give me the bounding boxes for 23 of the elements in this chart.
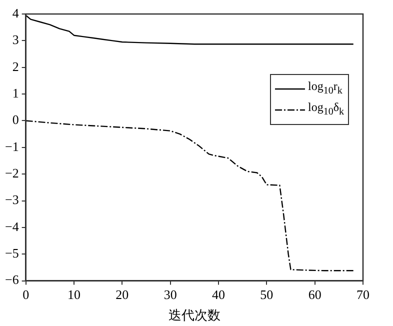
y-tick-label: 4 — [12, 5, 20, 20]
y-tick-label: 2 — [12, 58, 19, 74]
y-tick-label: 1 — [12, 85, 19, 100]
y-tick-label: −4 — [4, 218, 20, 234]
y-tick-label: 3 — [12, 32, 19, 48]
x-tick-label: 20 — [116, 287, 129, 302]
x-tick-label: 70 — [356, 287, 370, 302]
x-axis-title: 迭代次数 — [168, 308, 220, 323]
y-tick-label: 0 — [12, 112, 19, 128]
x-tick-label: 30 — [164, 287, 177, 302]
y-tick-label: −6 — [4, 272, 20, 288]
line-series — [26, 120, 354, 272]
x-tick-label: 10 — [68, 287, 80, 302]
x-tick-label: 50 — [260, 287, 274, 302]
y-tick-label: −3 — [4, 192, 19, 208]
y-tick-label: −2 — [4, 166, 19, 180]
y-tick-label: −1 — [4, 138, 19, 154]
y-tick-label: −5 — [4, 246, 19, 261]
x-tick-label: 60 — [308, 287, 322, 302]
x-tick-label: 0 — [22, 287, 30, 302]
x-tick-label: 40 — [212, 287, 225, 302]
legend-label: log$_{10}$r$_{k}$ — [308, 78, 342, 98]
legend-label: log$_{10}$δ$_{k}$ — [308, 99, 344, 120]
